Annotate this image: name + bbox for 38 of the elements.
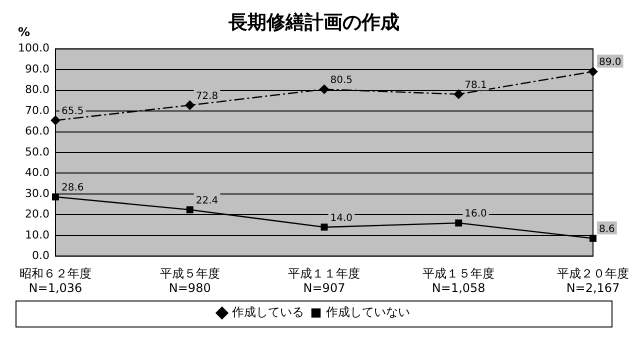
point [186, 206, 194, 214]
data-label: 8.6 [599, 224, 615, 235]
data-label: 89.0 [599, 57, 622, 68]
data-label: 72.8 [196, 90, 218, 102]
y-tick-label: 70.0 [24, 104, 50, 117]
x-tick-label: 平成１１年度 N=907 [288, 266, 360, 295]
y-tick-label: 80.0 [24, 83, 50, 96]
y-axis-title: % [18, 24, 30, 39]
y-tick-label: 10.0 [24, 228, 50, 242]
x-tick-label: 昭和６２年度 N=1,036 [19, 266, 92, 295]
data-label: 78.1 [464, 80, 487, 91]
data-label: 28.6 [61, 182, 84, 194]
data-label: 16.0 [464, 208, 487, 220]
y-tick-label: 50.0 [24, 145, 50, 158]
x-tick-label: 平成２０年度 N=2,167 [557, 266, 629, 295]
point [455, 220, 462, 226]
point [320, 84, 329, 94]
y-tick-label: 40.0 [24, 166, 50, 180]
data-label: 80.5 [330, 74, 353, 86]
y-tick-label: 90.0 [24, 62, 50, 76]
point [454, 90, 464, 99]
point [185, 100, 195, 110]
legend-label: 作成している [231, 305, 304, 320]
point [52, 193, 59, 200]
y-tick-label: 60.0 [24, 124, 50, 138]
point [320, 224, 328, 231]
data-label: 22.4 [196, 195, 218, 206]
data-label: 65.5 [61, 106, 84, 117]
data-label: 14.0 [330, 212, 353, 224]
y-tick-label: 100.0 [18, 42, 50, 55]
y-tick-label: 0.0 [32, 249, 50, 262]
legend-label: 作成していない [325, 305, 410, 320]
chart-title: 長期修繕計画の作成 [228, 11, 400, 34]
y-tick-label: 30.0 [24, 186, 50, 200]
x-tick-label: 平成５年度 N=980 [160, 266, 220, 295]
point [590, 234, 596, 242]
y-tick-label: 20.0 [24, 208, 50, 221]
x-tick-label: 平成１５年度 N=1,058 [422, 266, 495, 295]
